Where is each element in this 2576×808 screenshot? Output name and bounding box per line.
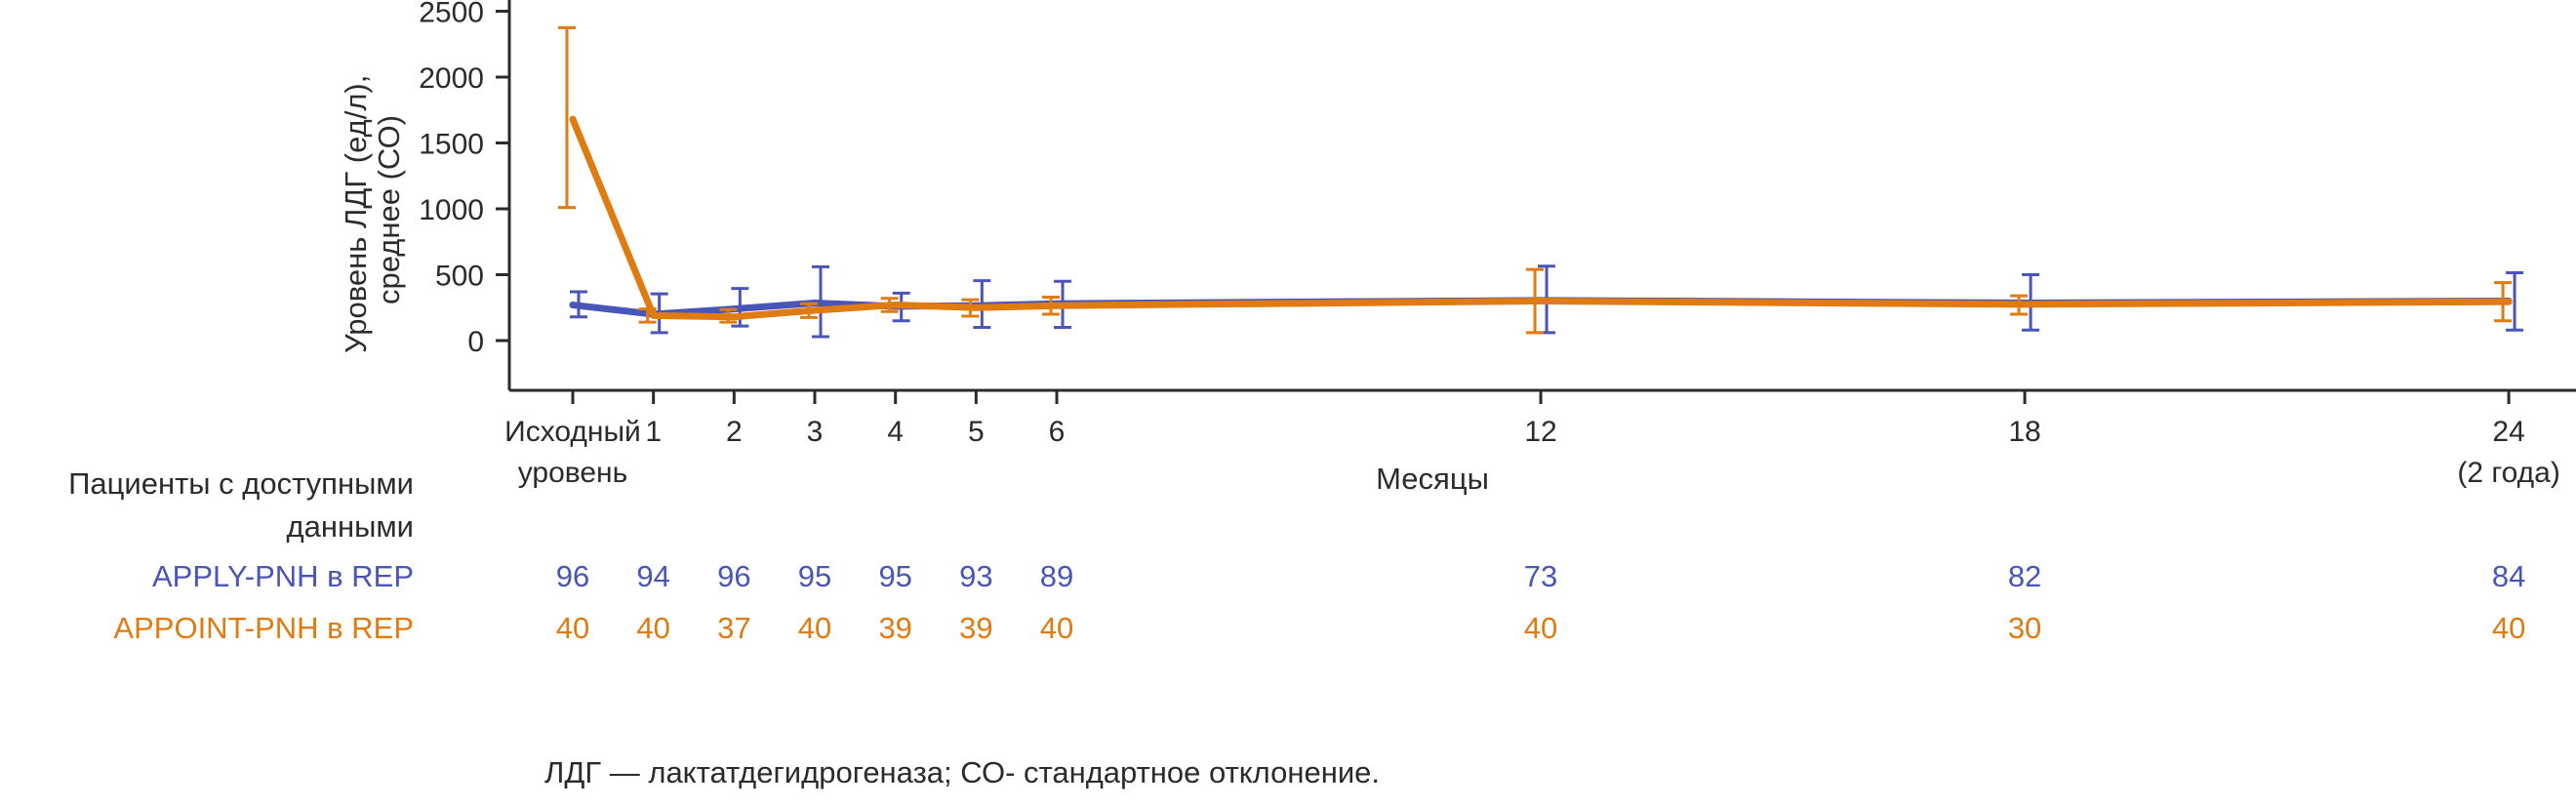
data-point [892,302,900,309]
patients-table-header: Пациенты с доступными данными [68,466,414,544]
x-tick-label: 6 [1049,416,1066,448]
patients-count: 82 [2008,559,2041,593]
patients-count: 89 [1040,559,1073,593]
patients-row-label: APPOINT-PNH в REP [113,611,414,645]
data-point [1537,298,1545,304]
patients-count: 96 [556,559,589,593]
patients-count: 39 [878,611,911,645]
data-point [730,313,738,321]
y-axis-label-line-1: Уровень ЛДГ (ед/л), [339,75,373,353]
y-tick-label: 0 [467,326,484,358]
data-point [2505,298,2513,305]
data-point [569,302,577,309]
patients-count: 37 [717,611,750,645]
patients-count: 30 [2008,611,2041,645]
patients-count: 93 [959,559,992,593]
data-point [972,303,980,311]
x-tick-label: 3 [807,416,824,448]
data-point [1053,302,1061,309]
footnote: ЛДГ — лактатдегидрогеназа; СО- стандартн… [544,755,1380,789]
patients-count: 39 [959,611,992,645]
data-point [569,115,577,123]
patients-row-label: APPLY-PNH в REP [152,559,414,593]
x-tick-label: 4 [887,416,904,448]
patients-count: 40 [1524,611,1557,645]
patients-count: 84 [2492,559,2525,593]
x-tick-label: 5 [968,416,985,448]
y-tick-label: 500 [435,261,484,293]
x-tick-label: 12 [1524,416,1556,448]
patients-count: 95 [878,559,911,593]
series-appoint-pnh [558,25,2513,335]
x-tick-label: 24 (2 года) [2457,416,2560,489]
x-axis-label: Месяцы [1376,462,1489,496]
y-axis-label-line-2: среднее (СО) [372,115,406,304]
data-point [811,306,819,314]
x-tick-label: 18 [2008,416,2040,448]
x-tick-label: 2 [726,416,743,448]
patients-count: 40 [798,611,831,645]
y-tick-label: 1000 [419,194,484,226]
x-tick-label: 1 [645,416,662,448]
y-tick-label: 1500 [419,129,484,161]
y-tick-label: 2500 [419,0,484,29]
data-point [2021,301,2029,308]
patients-table: Пациенты с доступными данными APPLY-PNH в … [68,466,2525,645]
x-tick-label: Исходный уровень [504,416,641,489]
patients-count: 40 [2492,611,2525,645]
patients-count: 94 [636,559,669,593]
chart-series [558,25,2524,339]
patients-count: 96 [717,559,750,593]
patients-count: 73 [1524,559,1557,593]
data-point [650,311,658,319]
y-tick-label: 2000 [419,62,484,95]
y-axis-label: Уровень ЛДГ (ед/л), среднее (СО) [339,66,406,353]
series-line [569,115,2513,321]
patients-count: 40 [556,611,589,645]
patients-count: 95 [798,559,831,593]
patients-count: 40 [636,611,669,645]
patients-count: 40 [1040,611,1073,645]
